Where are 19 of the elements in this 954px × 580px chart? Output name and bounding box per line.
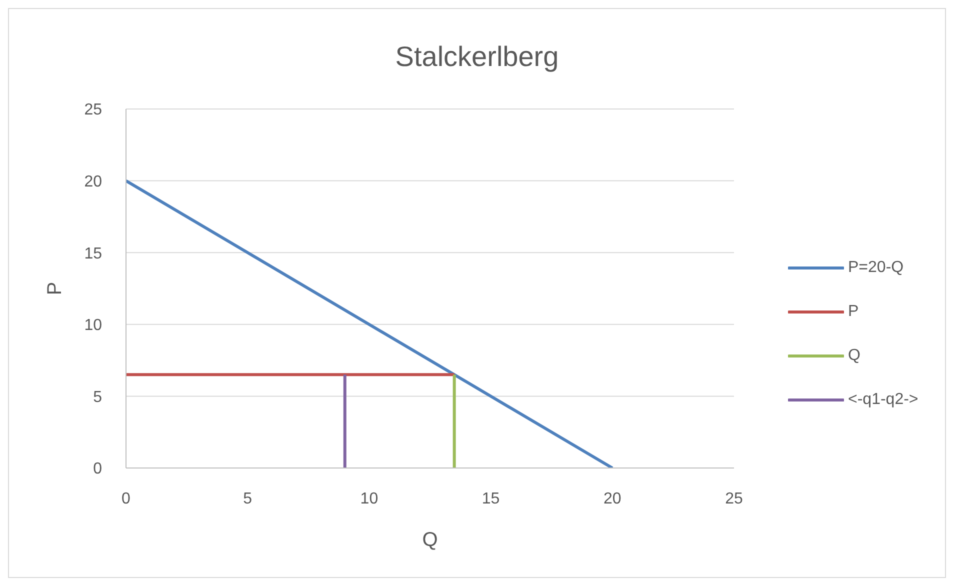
legend-label: P=20-Q [848, 259, 904, 277]
x-tick-label: 25 [725, 490, 743, 508]
x-tick-label: 20 [604, 490, 622, 508]
y-tick-label: 5 [93, 388, 102, 406]
x-axis-title: Q [422, 529, 438, 551]
x-tick-label: 10 [360, 490, 378, 508]
x-tick-label: 5 [243, 490, 252, 508]
chart-title: Stalckerlberg [394, 41, 560, 73]
y-tick-label: 15 [84, 245, 102, 262]
legend-label: Q [848, 347, 860, 365]
legend-label: P [848, 303, 859, 321]
y-tick-label: 25 [84, 102, 102, 119]
x-tick-label: 15 [482, 490, 500, 508]
legend-label: <-q1-q2-> [848, 391, 918, 409]
y-tick-label: 10 [84, 317, 102, 334]
y-tick-label: 0 [93, 460, 102, 478]
x-tick-label: 0 [122, 490, 131, 508]
y-tick-label: 20 [84, 173, 102, 190]
y-axis-title: P [44, 282, 66, 296]
